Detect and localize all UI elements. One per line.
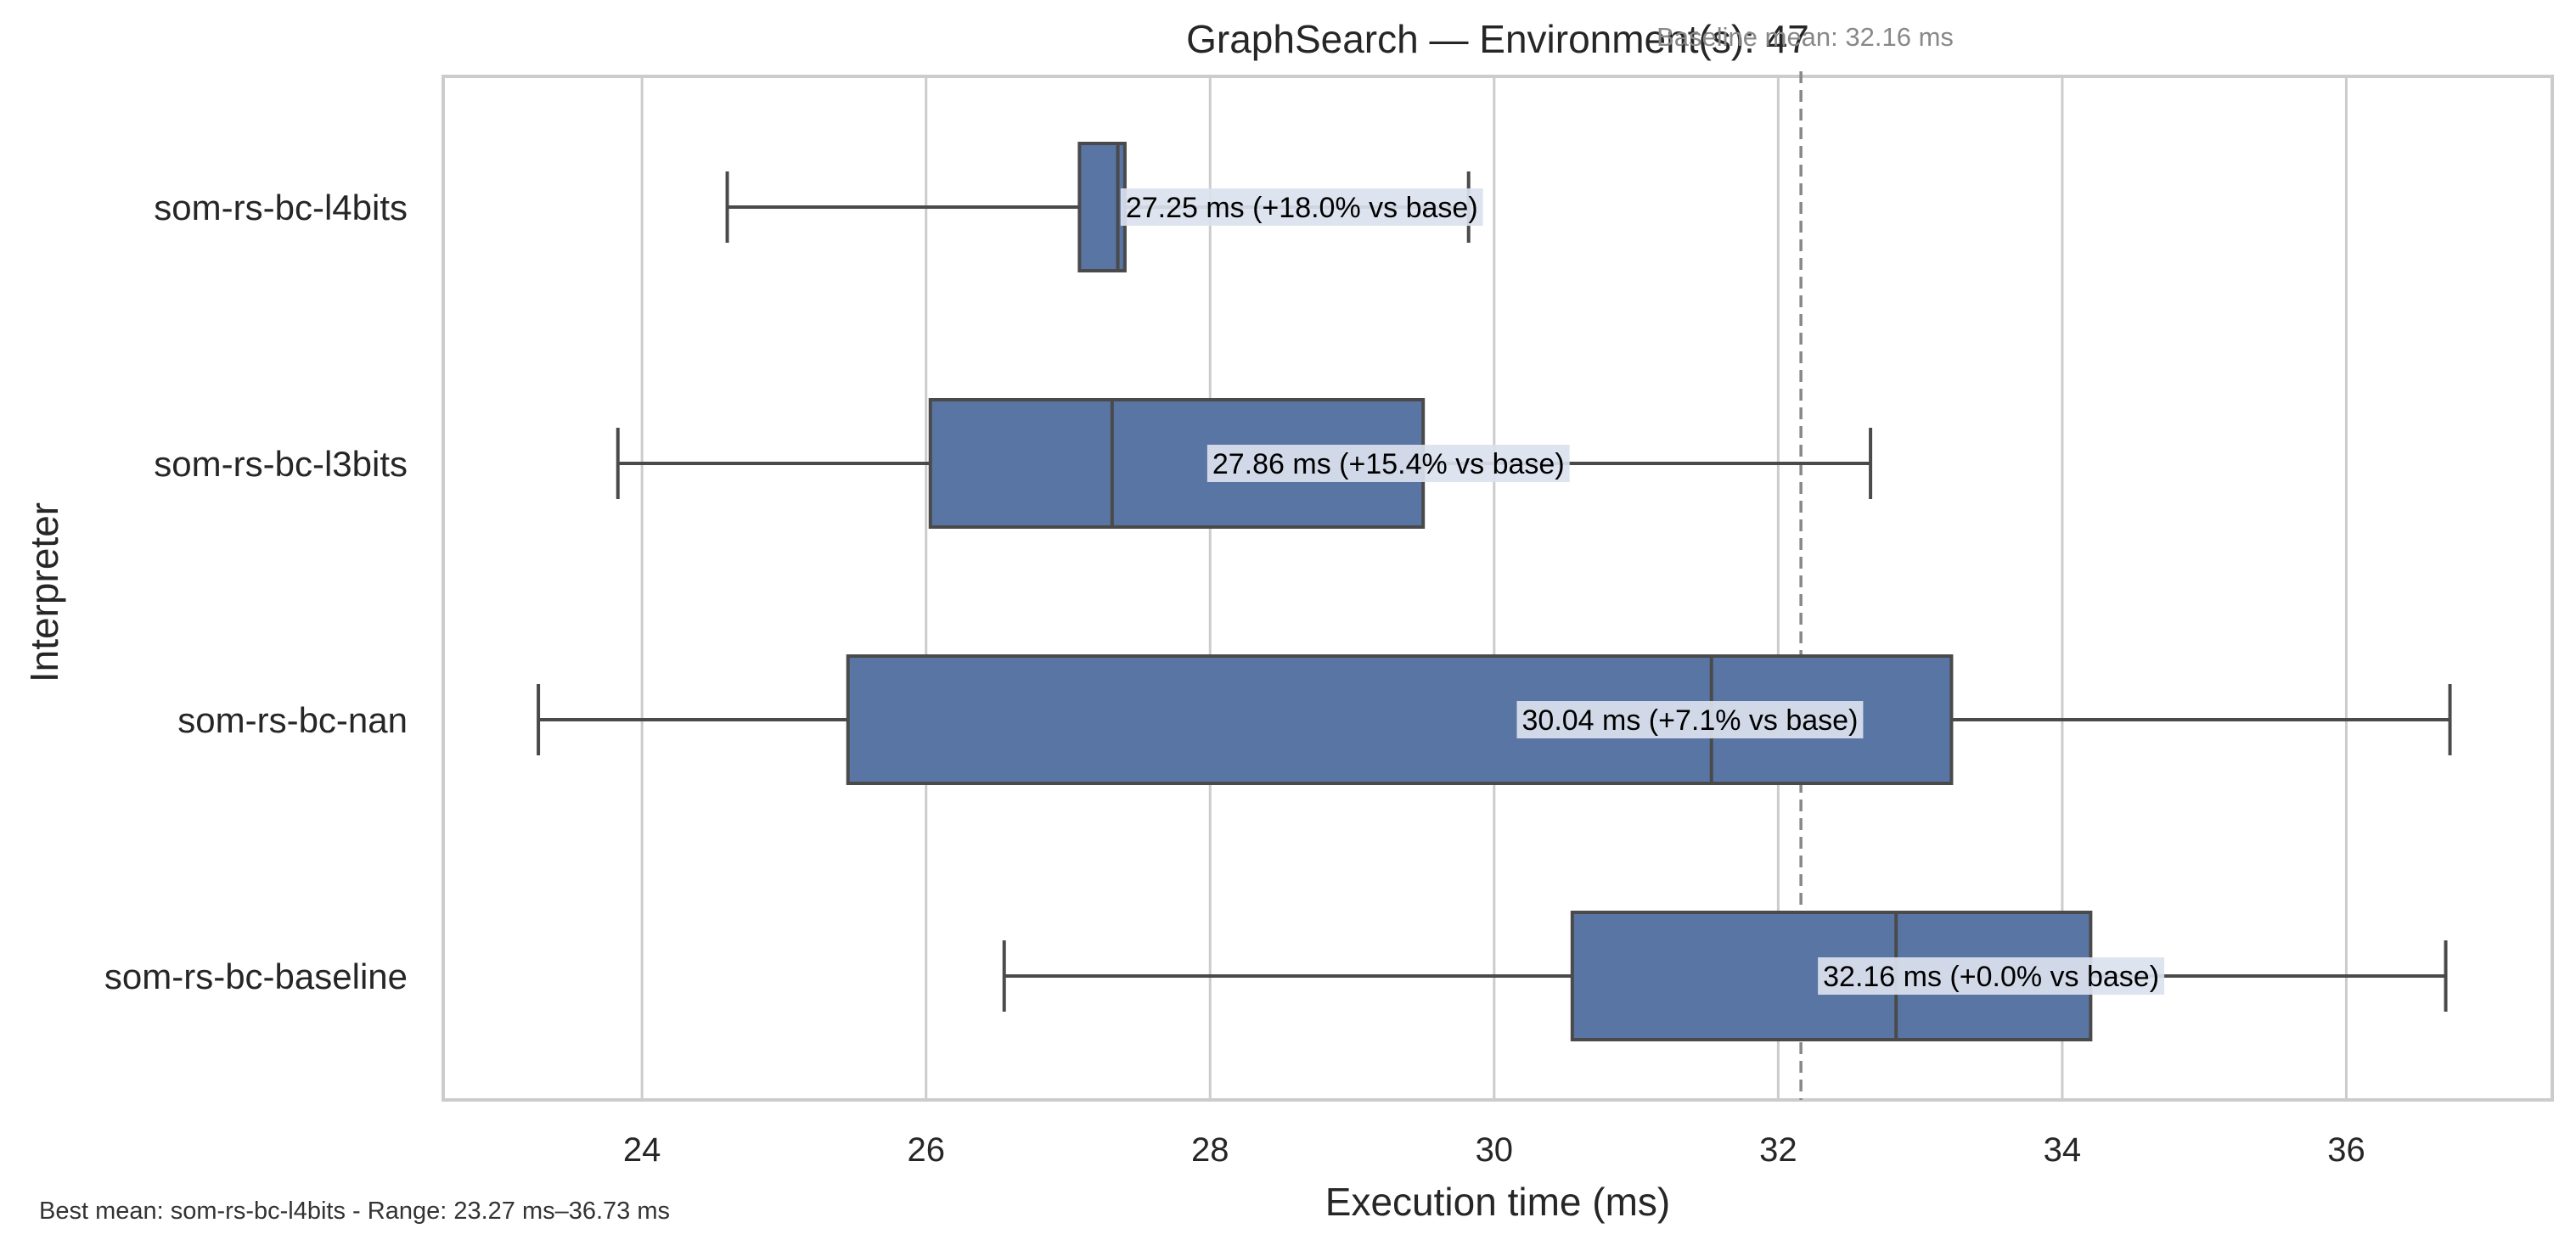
mean-label-background xyxy=(1120,188,1483,226)
x-tick-label: 26 xyxy=(907,1131,945,1169)
category-label: som-rs-bc-baseline xyxy=(104,956,408,996)
mean-label: 32.16 ms (+0.0% vs base) xyxy=(1823,961,2159,993)
plot-frame xyxy=(442,75,2554,1102)
mean-label: 30.04 ms (+7.1% vs base) xyxy=(1522,704,1859,737)
category-labels-layer: som-rs-bc-l4bits som-rs-bc-l3bits som-rs-b… xyxy=(104,188,408,996)
grid-layer xyxy=(640,76,2348,1100)
box-group xyxy=(537,654,2452,785)
mean-label: 27.25 ms (+18.0% vs base) xyxy=(1126,192,1478,224)
category-label: som-rs-bc-nan xyxy=(177,700,408,740)
reference-line-label: Baseline mean: 32.16 ms xyxy=(1656,22,1954,52)
x-tick-label: 36 xyxy=(2327,1131,2365,1169)
chart-title: GraphSearch — Environment(s): 47 xyxy=(1186,17,1809,61)
x-tick-label: 34 xyxy=(2044,1131,2082,1169)
category-label: som-rs-bc-l4bits xyxy=(154,188,408,227)
x-tick-label: 32 xyxy=(1759,1131,1797,1169)
box-group xyxy=(1002,911,2448,1041)
x-axis-label: Execution time (ms) xyxy=(1325,1180,1670,1224)
x-tick-label: 28 xyxy=(1191,1131,1229,1169)
x-tick-label: 24 xyxy=(623,1131,661,1169)
category-label: som-rs-bc-l3bits xyxy=(154,444,408,484)
mean-labels-layer: 27.25 ms (+18.0% vs base) 27.86 ms (+15.4… xyxy=(1120,188,2165,995)
y-axis-label: Interpreter xyxy=(22,502,66,682)
x-tick-label: 30 xyxy=(1476,1131,1514,1169)
tick-labels-layer: 24 26 28 30 32 34 36 xyxy=(623,1131,2365,1169)
mean-label-background xyxy=(1516,701,1864,738)
mean-label-background xyxy=(1818,957,2165,995)
mean-label-background xyxy=(1206,445,1570,482)
mean-label: 27.86 ms (+15.4% vs base) xyxy=(1212,448,1565,480)
footnote: Best mean: som-rs-bc-l4bits - Range: 23.… xyxy=(39,1198,670,1225)
